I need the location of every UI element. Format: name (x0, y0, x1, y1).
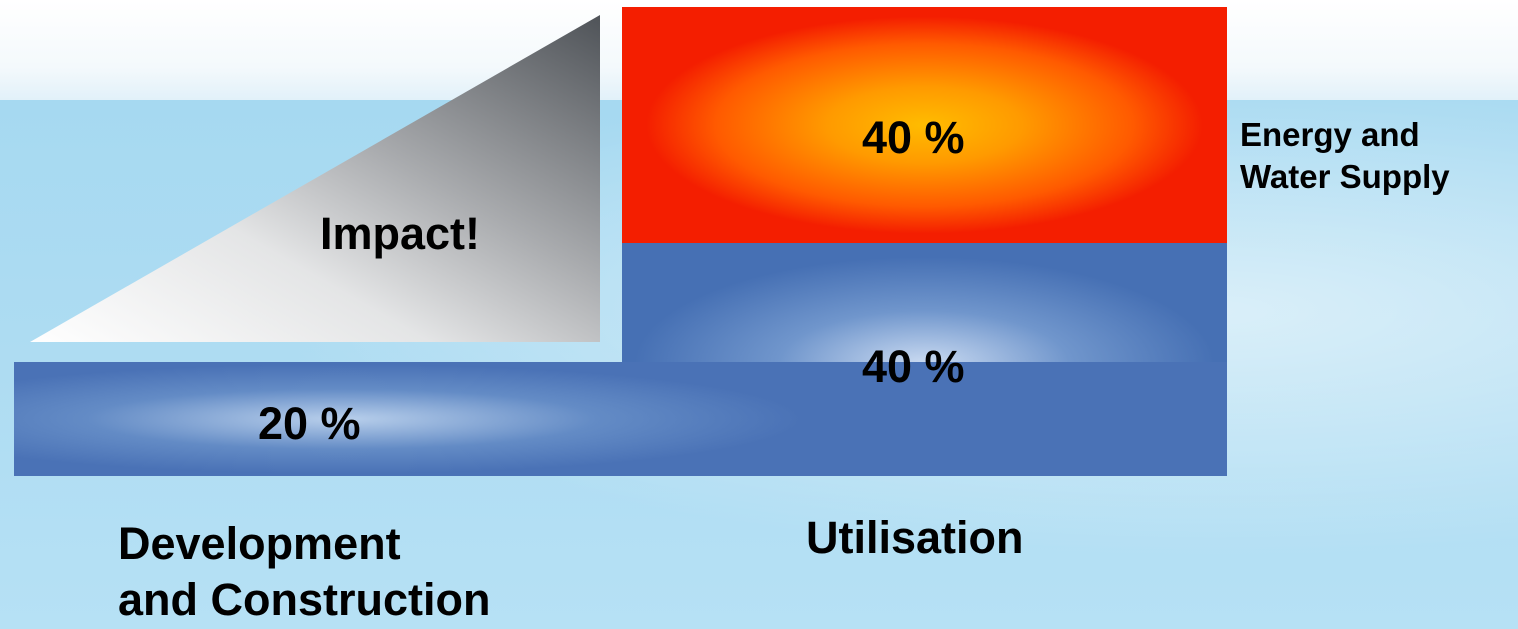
energy-water-label: Energy and Water Supply (1240, 114, 1450, 198)
impact-triangle (30, 15, 600, 342)
development-label: Development and Construction (118, 516, 490, 628)
utilisation-percent: 40 % (862, 341, 965, 392)
energy-water-label-line2: Water Supply (1240, 158, 1450, 195)
energy-water-label-line1: Energy and (1240, 116, 1420, 153)
impact-label: Impact! (320, 208, 481, 259)
development-block (14, 362, 1227, 476)
development-percent: 20 % (258, 398, 361, 449)
development-label-line1: Development (118, 518, 401, 569)
energy-water-percent: 40 % (862, 112, 965, 163)
development-label-line2: and Construction (118, 574, 491, 625)
utilisation-label: Utilisation (806, 512, 1024, 563)
energy-water-block (622, 7, 1227, 243)
